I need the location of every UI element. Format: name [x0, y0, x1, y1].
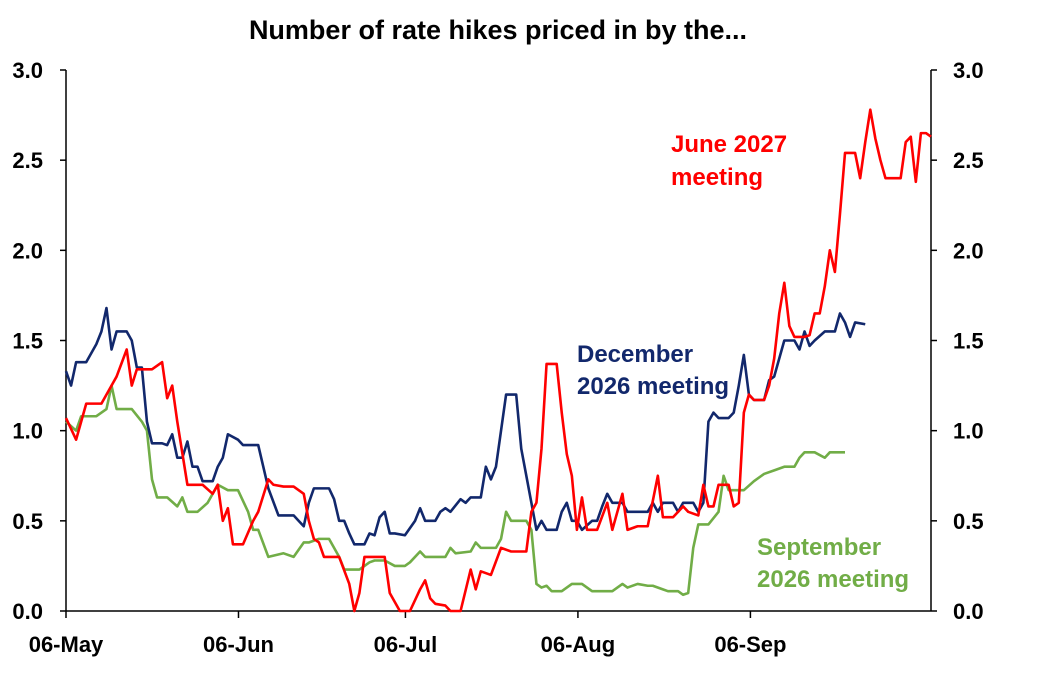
series-annotations: June 2027 meeting December 2026 meeting Sept…	[577, 131, 909, 593]
y-tick-label-right: 3.0	[953, 58, 984, 83]
y-tick-label-left: 1.5	[12, 329, 43, 354]
y-tick-label-right: 0.5	[953, 509, 984, 534]
y-tick-label-left: 0.5	[12, 509, 43, 534]
tick-labels: 0.0 0.0 0.5 0.5 1.0 1.0 1.5 1.5 2.0 2.0 2.5 2.5 3.0 3…	[12, 58, 983, 657]
annotation-december-2026-line: 2026 meeting	[577, 373, 729, 400]
y-tick-label-left: 0.0	[12, 599, 43, 624]
x-tick-label: 06-May	[29, 632, 104, 657]
series-line-september-2026	[65, 384, 846, 597]
y-tick-label-right: 2.5	[953, 148, 984, 173]
chart-title: Number of rate hikes priced in by the...	[249, 15, 747, 45]
x-tick-label: 06-Jun	[203, 632, 274, 657]
annotation-june-2027-line: meeting	[671, 164, 763, 191]
annotation-september-2026-line: 2026 meeting	[757, 566, 909, 593]
y-tick-label-left: 2.5	[12, 148, 43, 173]
y-tick-label-left: 1.0	[12, 419, 43, 444]
y-tick-label-right: 0.0	[953, 599, 984, 624]
y-tick-label-left: 3.0	[12, 58, 43, 83]
series-line-june-2027	[64, 108, 932, 613]
tick-marks	[60, 69, 937, 618]
x-tick-label: 06-Jul	[374, 632, 438, 657]
annotation-june-2027-line: June 2027	[671, 131, 787, 158]
annotation-december-2026-line: December	[577, 341, 693, 368]
x-tick-label: 06-Aug	[541, 632, 616, 657]
annotation-september-2026-line: September	[757, 534, 881, 561]
y-tick-label-right: 1.5	[953, 329, 984, 354]
y-tick-label-right: 1.0	[953, 419, 984, 444]
y-tick-label-left: 2.0	[12, 238, 43, 263]
y-tick-label-right: 2.0	[953, 238, 984, 263]
series-line-december-2026	[64, 306, 866, 546]
series-lines	[64, 108, 932, 613]
x-tick-label: 06-Sep	[714, 632, 786, 657]
